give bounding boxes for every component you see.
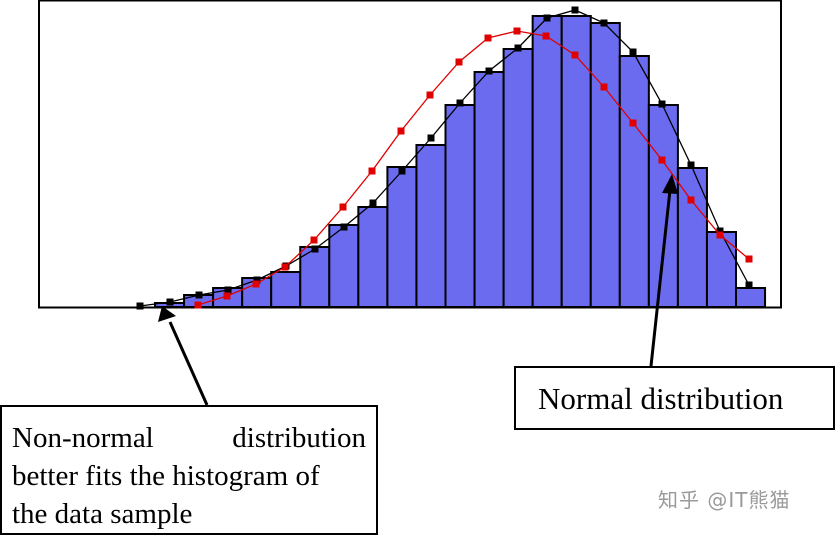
curve-marker	[136, 302, 144, 310]
histogram-bars	[154, 15, 767, 308]
callout-right-text: Normal distribution	[538, 381, 784, 416]
curve-marker	[455, 58, 463, 66]
callout-normal: Normal distribution	[514, 366, 835, 430]
curve-marker	[600, 19, 608, 27]
curve-marker	[687, 196, 695, 204]
curve-marker	[224, 286, 232, 294]
curve-marker	[252, 280, 260, 288]
curve-marker	[426, 91, 434, 99]
histogram-bar	[705, 231, 738, 308]
callout-left-line3: the data sample	[12, 498, 193, 530]
curve-marker	[658, 100, 666, 108]
histogram-bar	[735, 287, 767, 308]
histogram-bar	[560, 15, 592, 308]
histogram-bar	[589, 22, 621, 308]
curve-marker	[543, 14, 551, 22]
curve-marker	[514, 44, 522, 52]
curve-marker	[571, 51, 579, 59]
curve-marker	[195, 291, 203, 299]
curve-marker	[513, 27, 521, 35]
curve-marker	[340, 223, 348, 231]
callout-left-line2: better fits the histogram of	[12, 460, 320, 492]
normal-curve	[194, 27, 753, 309]
arrow-right	[649, 174, 678, 367]
watermark: 知乎 @IT熊猫	[658, 488, 791, 512]
curve-marker	[223, 292, 231, 300]
histogram-bar	[270, 271, 302, 308]
curve-marker	[368, 167, 376, 175]
curve-marker	[485, 67, 493, 75]
curve-marker	[311, 245, 319, 253]
curve-marker	[194, 301, 202, 309]
curve-marker	[427, 134, 435, 142]
curve-marker	[542, 32, 550, 40]
histogram-bar	[415, 144, 447, 308]
curve-marker	[281, 263, 289, 271]
non-normal-curve	[136, 6, 753, 310]
curve-marker	[339, 203, 347, 211]
histogram-bar	[473, 71, 505, 308]
curve-marker	[629, 48, 637, 56]
fit-curves	[136, 6, 753, 310]
histogram-bar	[647, 104, 679, 308]
histogram-bar	[299, 246, 331, 308]
curve-marker	[687, 161, 695, 169]
curve-marker	[310, 236, 318, 244]
callout-left-line1: Non-normal distribution	[12, 419, 366, 457]
histogram-bar	[357, 206, 389, 308]
curve-marker	[716, 227, 724, 235]
histogram-bar	[386, 166, 418, 308]
curve-marker	[456, 99, 464, 107]
curve-marker	[745, 281, 753, 289]
curve-marker	[369, 199, 377, 207]
histogram-bar	[502, 48, 534, 308]
histogram-bar	[444, 104, 476, 308]
plot-frame	[38, 0, 782, 309]
curve-marker	[397, 127, 405, 135]
curve-marker	[600, 83, 608, 91]
curve-marker	[629, 119, 637, 127]
curve-marker	[166, 298, 174, 306]
curve-marker	[745, 255, 753, 263]
callout-non-normal: Non-normal distribution better fits the …	[0, 405, 378, 535]
histogram-bar	[328, 224, 360, 308]
callout-left-word2: distribution	[232, 422, 366, 454]
histogram-bar	[618, 55, 650, 308]
histogram-bar	[531, 15, 563, 308]
curve-marker	[253, 276, 261, 284]
curve-marker	[571, 6, 579, 14]
curve-marker	[398, 167, 406, 175]
arrow-left	[158, 306, 209, 406]
curve-marker	[716, 231, 724, 239]
curve-marker	[658, 156, 666, 164]
callout-left-word1: Non-normal	[12, 422, 154, 454]
curve-marker	[484, 34, 492, 42]
